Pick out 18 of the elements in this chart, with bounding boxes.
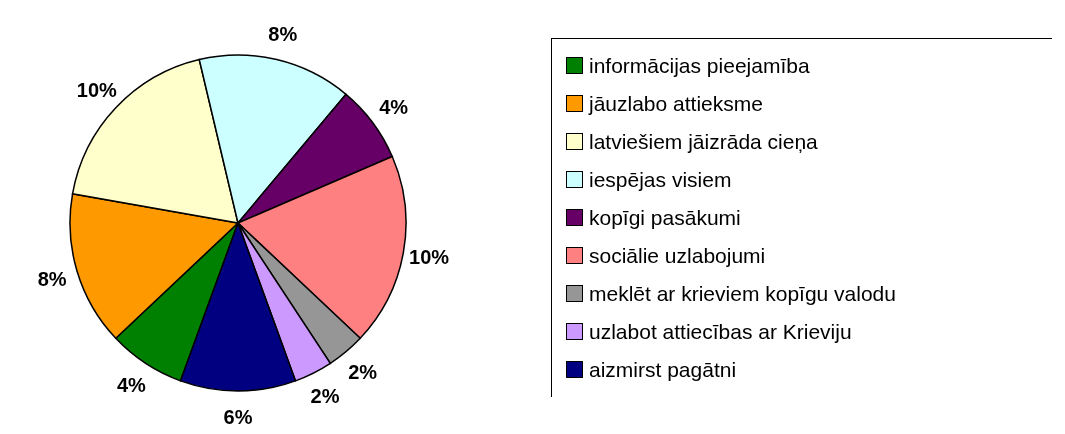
legend-label: informācijas pieejamība — [589, 52, 810, 79]
legend-label: jāuzlabo attieksme — [589, 90, 763, 117]
data-label: 2% — [310, 385, 340, 408]
legend-label: uzlabot attiecības ar Krieviju — [589, 318, 852, 345]
legend-label: iespējas visiem — [589, 166, 732, 193]
legend-label: sociālie uzlabojumi — [589, 242, 766, 269]
data-label: 4% — [379, 96, 409, 119]
legend-label: latviešiem jāizrāda cieņa — [589, 128, 818, 155]
data-label: 8% — [268, 23, 298, 46]
data-label: 4% — [116, 374, 147, 397]
data-label: 6% — [223, 406, 253, 428]
data-label: 10% — [409, 245, 450, 268]
legend-label: kopīgi pasākumi — [589, 204, 741, 231]
data-label: 10% — [76, 78, 118, 101]
data-label: 8% — [37, 267, 67, 290]
legend-label: aizmirst pagātni — [589, 356, 737, 383]
legend-label: meklēt ar krieviem kopīgu valodu — [589, 280, 896, 307]
data-label: 2% — [348, 360, 378, 383]
